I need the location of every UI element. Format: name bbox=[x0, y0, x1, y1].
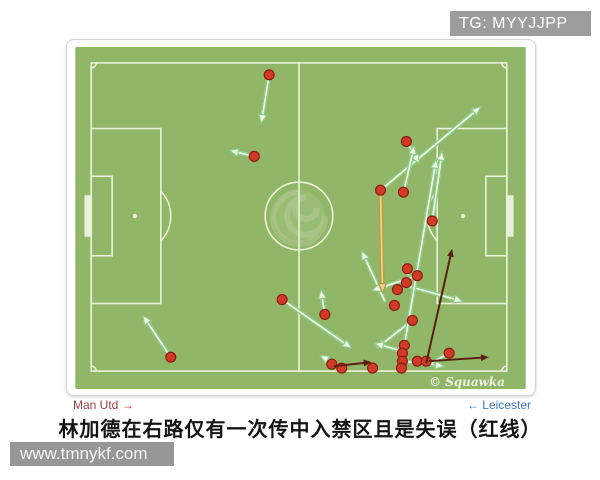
telegram-watermark-badge: TG: MYYJJPP bbox=[450, 11, 591, 36]
failed-cross-arrows-layer bbox=[333, 248, 489, 368]
home-team-name: Man Utd bbox=[73, 398, 119, 412]
badge-text: TG: MYYJJPP bbox=[459, 15, 568, 32]
site-watermark: www.tmnykf.com bbox=[10, 442, 174, 466]
away-direction-arrow-icon: ← bbox=[466, 398, 479, 412]
away-team-name: Leicester bbox=[482, 398, 531, 412]
home-direction-arrow-icon: → bbox=[121, 398, 134, 412]
site-watermark-text: www.tmnykf.com bbox=[20, 444, 148, 463]
left-goal bbox=[84, 195, 93, 237]
pitch-grass bbox=[75, 47, 526, 389]
pass-map-card: © Squawka bbox=[66, 39, 536, 396]
pitch-lines bbox=[84, 62, 514, 372]
right-goal bbox=[505, 195, 514, 237]
squawka-credit: © Squawka bbox=[429, 375, 505, 389]
player-action-dots-layer bbox=[165, 69, 455, 374]
away-team-label: ← Leicester bbox=[467, 398, 531, 412]
pitch-container: © Squawka bbox=[74, 47, 527, 389]
home-team-label: Man Utd → bbox=[73, 398, 134, 412]
team-direction-legend: Man Utd → ← Leicester bbox=[73, 398, 531, 413]
chinese-caption: 林加德在右路仅有一次传中入禁区且是失误（红线） bbox=[58, 419, 542, 441]
squawka-logo-swirl bbox=[270, 189, 328, 247]
pitch-svg: © Squawka bbox=[75, 47, 526, 389]
